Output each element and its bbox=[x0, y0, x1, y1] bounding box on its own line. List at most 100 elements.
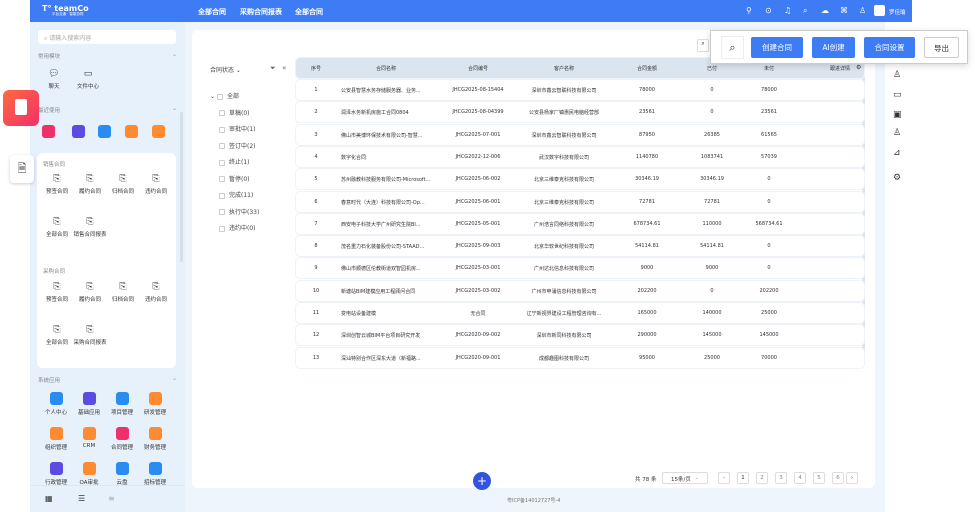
monitor-icon[interactable]: ▣ bbox=[893, 110, 902, 120]
table-row[interactable]: 2 润泽水务新机房施工合同0804 JHCG2025-08-04399 公安县杨家厂镇… bbox=[296, 102, 864, 123]
page-5-button[interactable]: 5 bbox=[813, 472, 825, 484]
page-6-button[interactable]: 6 bbox=[832, 472, 844, 484]
create-contract-button[interactable]: 创建合同 bbox=[751, 37, 803, 58]
compact-view-icon[interactable]: ≡ bbox=[108, 494, 115, 503]
table-row[interactable]: 11 变电站设备建模 无合同 辽宁新视界建设工程管理咨询有... 165000 14000… bbox=[296, 303, 864, 323]
column-header[interactable]: 序号 bbox=[310, 66, 322, 72]
recent-contract-icon[interactable] bbox=[42, 125, 55, 138]
table-row[interactable]: 1 公安县智慧水务存储服务器、业务... JHCG2025-08-15404 深圳市鑫… bbox=[296, 80, 864, 100]
filter-item[interactable]: ⌄ 全部 bbox=[210, 93, 239, 100]
recent-dev-icon[interactable] bbox=[125, 125, 138, 138]
pin-icon[interactable]: ⚲ bbox=[746, 6, 752, 15]
table-row[interactable]: 6 春意时代（大连）科技有限公司-Op... JHCG2025-06-001 北京三维… bbox=[296, 191, 864, 212]
folder-icon[interactable]: ▭ bbox=[893, 90, 902, 100]
avatar[interactable] bbox=[874, 5, 885, 16]
filter-item[interactable]: 暂停(0) bbox=[219, 174, 250, 183]
filter-title[interactable]: 合同状态 ⌄ bbox=[210, 67, 241, 74]
app-sales-1[interactable]: ⎘ 履约合同 bbox=[73, 174, 107, 195]
checkbox[interactable] bbox=[219, 110, 225, 116]
table-row[interactable]: 12 深圳创智云城BIM平台项目研究开发 JHCG2020-09-002 深圳市新同科… bbox=[296, 325, 864, 346]
apps-icon[interactable]: ⌘ bbox=[840, 6, 848, 15]
filter-item[interactable]: 违约中(0) bbox=[219, 223, 256, 232]
chevron-down-icon[interactable]: ⌄ bbox=[171, 375, 177, 382]
filter-item[interactable]: 终止(1) bbox=[219, 157, 250, 166]
floating-contract-app-icon[interactable] bbox=[3, 90, 39, 126]
search-icon[interactable]: ⌕ bbox=[721, 36, 744, 59]
app-chat[interactable]: 💬︎ 聊天 bbox=[37, 69, 71, 90]
search-icon[interactable]: ⌕ bbox=[803, 6, 808, 15]
nav-all-contracts[interactable]: 全部合同 bbox=[198, 8, 226, 16]
app-system-6[interactable]: 合同管理 bbox=[105, 427, 139, 451]
app-purchase-2[interactable]: ⎘ 归档合同 bbox=[106, 282, 140, 303]
app-file-center[interactable]: ▭ 文件中心 bbox=[71, 69, 105, 90]
user-add-icon[interactable]: ♙ bbox=[893, 70, 902, 80]
app-system-9[interactable]: OA审批 bbox=[72, 462, 106, 486]
collapse-icon[interactable]: « bbox=[282, 64, 287, 72]
table-row[interactable]: 8 茂名重力石化装备股份公司-STAAD... JHCG2025-09-003 北京华… bbox=[296, 236, 864, 257]
filter-item[interactable]: 审批中(1) bbox=[219, 124, 256, 133]
app-purchase-1[interactable]: ⎘ 履约合同 bbox=[73, 282, 107, 303]
floating-document-icon[interactable]: 🗎︎ bbox=[10, 155, 34, 183]
table-search-icon[interactable]: ⌕ bbox=[697, 39, 709, 52]
recent-org-icon[interactable] bbox=[152, 125, 165, 138]
app-system-10[interactable]: 云盘 bbox=[105, 462, 139, 486]
page-4-button[interactable]: 4 bbox=[794, 472, 806, 484]
checkbox[interactable] bbox=[219, 225, 225, 232]
bell-icon[interactable]: ♫ bbox=[784, 6, 792, 15]
cloud-icon[interactable]: ☁ bbox=[821, 6, 829, 15]
app-sales-0[interactable]: ⎘ 预签合同 bbox=[40, 174, 74, 195]
settings-gear-icon[interactable]: ⚙ bbox=[856, 64, 862, 71]
grid-view-icon[interactable]: ▦ bbox=[45, 494, 53, 503]
prev-page-button[interactable]: ‹ bbox=[718, 472, 730, 484]
filter-item[interactable]: 签订中(2) bbox=[219, 141, 256, 150]
app-system-11[interactable]: 招标管理 bbox=[138, 462, 172, 486]
export-button[interactable]: 导出 bbox=[924, 37, 959, 58]
gear-icon[interactable]: ⚙ bbox=[893, 173, 902, 183]
page-2-button[interactable]: 2 bbox=[756, 472, 768, 484]
page-1-button[interactable]: 1 bbox=[737, 472, 749, 484]
checkbox[interactable] bbox=[219, 209, 225, 215]
location-icon[interactable]: ⊙ bbox=[765, 6, 772, 15]
table-row[interactable]: 3 佛山市美博环保技术有限公司-智慧... JHCG2025-07-001 深圳市鑫云… bbox=[296, 124, 864, 145]
app-purchase-0[interactable]: ⎘ 预签合同 bbox=[40, 282, 74, 303]
table-row[interactable]: 10 新塘站BIM建模应用工程顾问合同 JHCG2025-03-002 广州市申涌信息… bbox=[296, 280, 864, 301]
column-header[interactable]: 跟进详情 bbox=[829, 66, 851, 72]
app-system-2[interactable]: 项目管理 bbox=[105, 392, 139, 416]
column-header[interactable]: 合同名称 bbox=[375, 66, 397, 72]
app-system-0[interactable]: 个人中心 bbox=[39, 392, 73, 416]
filter-item[interactable]: 执行中(33) bbox=[219, 207, 259, 216]
column-header[interactable]: 未付 bbox=[763, 66, 775, 72]
app-system-5[interactable]: CRM bbox=[72, 427, 106, 449]
column-header[interactable]: 客户名称 bbox=[553, 66, 575, 72]
next-page-button[interactable]: › bbox=[846, 472, 858, 484]
user-icon[interactable]: ♙ bbox=[859, 6, 867, 15]
app-sales-4[interactable]: ⎘ 全部合同 bbox=[40, 217, 74, 238]
checkbox[interactable] bbox=[219, 159, 225, 166]
chart-add-icon[interactable]: ⊿ bbox=[893, 148, 901, 158]
app-purchase-5[interactable]: ⎘ 采购合同报表 bbox=[73, 325, 107, 346]
chevron-down-icon[interactable]: ⌄ bbox=[171, 105, 177, 112]
column-header[interactable]: 合同编号 bbox=[467, 66, 489, 72]
app-system-8[interactable]: 行政管理 bbox=[39, 462, 73, 486]
chevron-down-icon[interactable]: ⌄ bbox=[171, 51, 177, 58]
table-row[interactable]: 13 深汕特别合作区深东大道（新福路... JHCG2020-09-001 成都趣图科… bbox=[296, 347, 864, 368]
app-purchase-3[interactable]: ⎘ 违约合同 bbox=[139, 282, 173, 303]
filter-item[interactable]: 完成(11) bbox=[219, 190, 253, 199]
filter-item[interactable]: 草稿(0) bbox=[219, 108, 250, 117]
checkbox[interactable] bbox=[219, 143, 225, 149]
table-row[interactable]: 7 西安电子科技大学广州研究生院BI... JHCG2025-05-001 广州浩言同… bbox=[296, 213, 864, 234]
add-floating-button[interactable]: + bbox=[473, 472, 491, 490]
filter-icon[interactable]: ⏷ bbox=[270, 64, 276, 72]
user-icon[interactable]: ♙ bbox=[893, 128, 902, 138]
app-system-1[interactable]: 基础应用 bbox=[72, 392, 106, 416]
page-3-button[interactable]: 3 bbox=[775, 472, 787, 484]
contract-settings-button[interactable]: 合同设置 bbox=[864, 37, 915, 58]
sidebar-scrollbar[interactable] bbox=[180, 112, 183, 262]
app-system-3[interactable]: 研发管理 bbox=[138, 392, 172, 416]
table-row[interactable]: 4 数字化合同 JHCG2022-12-006 武汉数字科技有限公司 1140780 10… bbox=[296, 146, 864, 167]
checkbox[interactable] bbox=[219, 176, 225, 182]
recent-project-icon[interactable] bbox=[98, 125, 111, 138]
recent-basic-icon[interactable] bbox=[72, 125, 85, 138]
table-row[interactable]: 5 苏州融教科技服务有限公司-Microsoft... JHCG2025-06-00… bbox=[296, 169, 864, 190]
app-system-4[interactable]: 组织管理 bbox=[39, 427, 73, 451]
